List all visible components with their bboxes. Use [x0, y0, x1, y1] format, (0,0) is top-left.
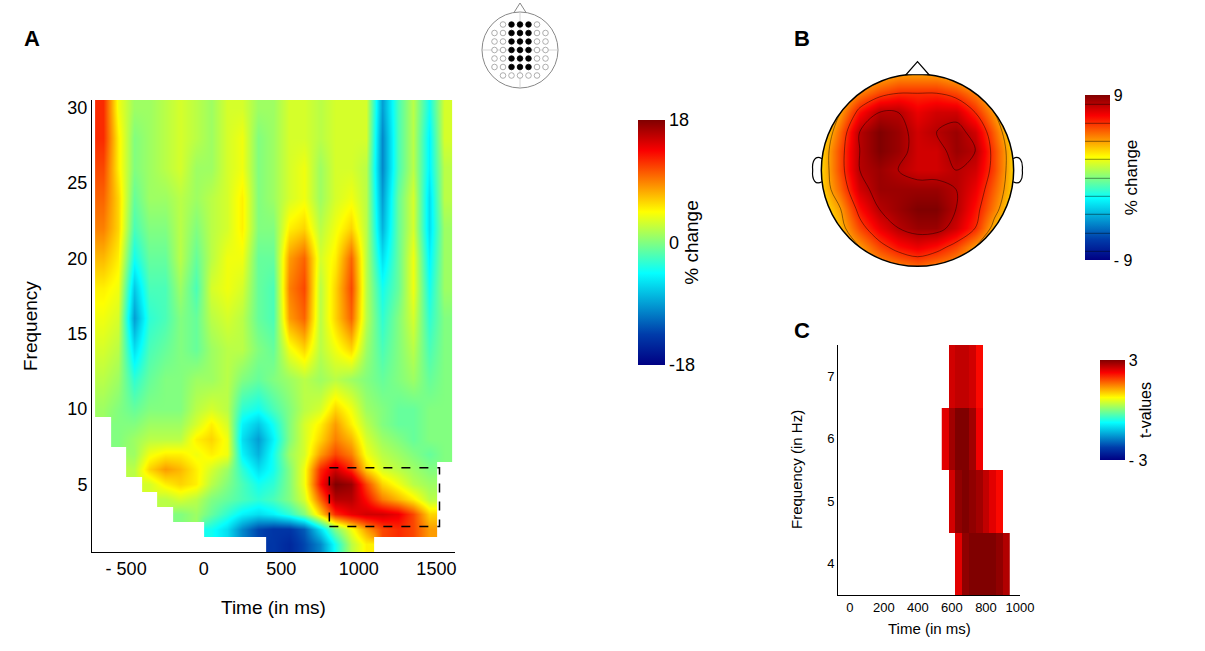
- svg-text:4: 4: [827, 556, 834, 571]
- svg-text:600: 600: [941, 600, 963, 615]
- svg-text:1000: 1000: [339, 559, 379, 579]
- svg-text:1500: 1500: [416, 559, 456, 579]
- svg-text:Time (in ms): Time (in ms): [221, 597, 326, 618]
- svg-text:% change: % change: [681, 200, 702, 285]
- svg-text:t-values: t-values: [1137, 382, 1154, 438]
- svg-text:C: C: [794, 318, 810, 343]
- svg-text:200: 200: [873, 600, 895, 615]
- svg-text:A: A: [24, 26, 40, 51]
- svg-text:Frequency (in Hz): Frequency (in Hz): [788, 410, 805, 529]
- svg-text:1000: 1000: [1006, 600, 1035, 615]
- svg-text:- 3: - 3: [1129, 452, 1148, 469]
- svg-text:500: 500: [266, 559, 296, 579]
- svg-text:20: 20: [67, 249, 87, 269]
- svg-text:30: 30: [67, 98, 87, 118]
- svg-text:10: 10: [67, 399, 87, 419]
- svg-text:- 500: - 500: [106, 559, 147, 579]
- svg-text:6: 6: [827, 431, 834, 446]
- svg-text:18: 18: [669, 110, 689, 130]
- svg-text:0: 0: [846, 600, 853, 615]
- svg-text:400: 400: [907, 600, 929, 615]
- svg-text:5: 5: [77, 475, 87, 495]
- svg-text:9: 9: [1114, 87, 1123, 104]
- svg-text:% change: % change: [1122, 140, 1141, 216]
- svg-text:800: 800: [975, 600, 997, 615]
- svg-text:B: B: [794, 26, 810, 51]
- svg-text:25: 25: [67, 173, 87, 193]
- svg-text:0: 0: [199, 559, 209, 579]
- svg-text:- 9: - 9: [1114, 252, 1133, 269]
- svg-text:3: 3: [1129, 352, 1138, 369]
- svg-text:5: 5: [827, 494, 834, 509]
- svg-text:Time (in ms): Time (in ms): [888, 620, 971, 637]
- svg-text:7: 7: [827, 369, 834, 384]
- svg-text:15: 15: [67, 324, 87, 344]
- svg-text:0: 0: [669, 233, 679, 253]
- svg-text:-18: -18: [669, 355, 695, 375]
- svg-text:Frequency: Frequency: [20, 281, 41, 371]
